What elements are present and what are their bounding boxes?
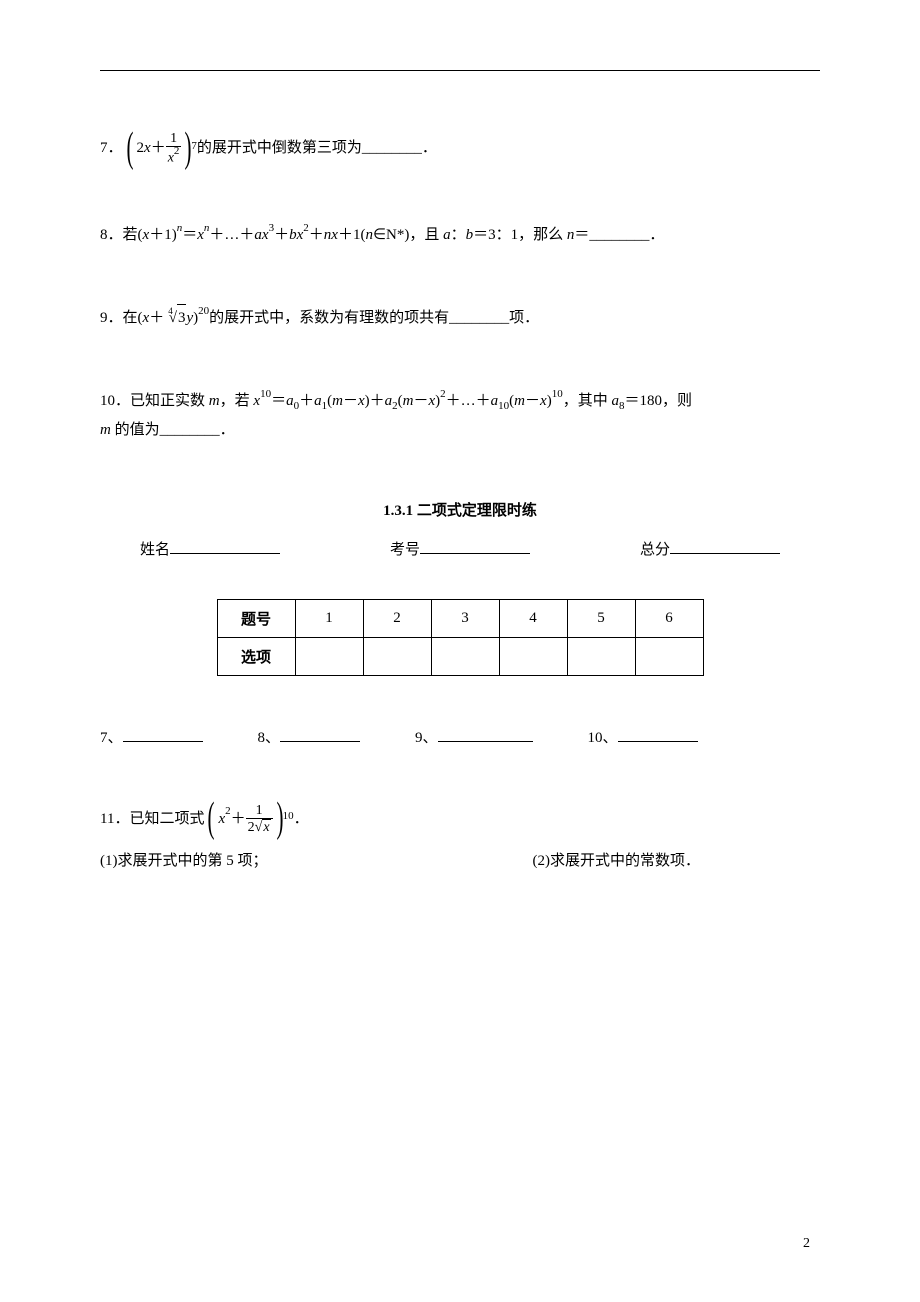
q11-part1: (1)求展开式中的第 5 项； — [100, 848, 268, 875]
q11-head: 11． 已知二项式 ( x2＋12√x ) 10 ． — [100, 802, 820, 836]
q11-exponent: 10 — [283, 807, 294, 827]
col-cell: 5 — [567, 600, 635, 638]
col-cell: 3 — [431, 600, 499, 638]
header-cell: 题号 — [217, 600, 295, 638]
table-row: 选项 — [217, 638, 703, 676]
info-row: 姓名 考号 总分 — [100, 538, 820, 559]
sqrt-icon: √ — [255, 820, 263, 835]
table-row: 题号 1 2 3 4 5 6 — [217, 600, 703, 638]
answer-cell[interactable] — [499, 638, 567, 676]
q11-expr: x2＋12√x — [218, 803, 272, 836]
id-field: 考号 — [390, 538, 530, 559]
name-field: 姓名 — [140, 538, 280, 559]
question-10: 10．已知正实数 m，若 x10＝a0＋a1(m－x)＋a2(m－x)2＋…＋a… — [100, 387, 820, 444]
left-paren-icon: ( — [126, 132, 133, 166]
q11-parts: (1)求展开式中的第 5 项； (2)求展开式中的常数项． — [100, 848, 820, 875]
page-number: 2 — [803, 1236, 810, 1252]
fill-blank[interactable] — [280, 727, 360, 742]
fill-blank[interactable] — [618, 727, 698, 742]
fill-blank[interactable] — [438, 727, 533, 742]
fraction: 12√x — [246, 803, 273, 836]
answer-cell[interactable] — [567, 638, 635, 676]
fill-7: 7、 — [100, 726, 203, 747]
q11-number: 11． — [100, 806, 129, 833]
question-8: 8．若(x＋1)n＝xn＋…＋ax3＋bx2＋nx＋1(n∈N*)，且 a：b＝… — [100, 221, 820, 249]
answer-cell[interactable] — [363, 638, 431, 676]
q10-number: 10． — [100, 393, 130, 409]
fill-9: 9、 — [415, 726, 533, 747]
q9-number: 9． — [100, 310, 123, 326]
id-blank[interactable] — [420, 539, 530, 554]
fill-10: 10、 — [588, 726, 698, 747]
fill-blank[interactable] — [123, 727, 203, 742]
score-blank[interactable] — [670, 539, 780, 554]
question-11: 11． 已知二项式 ( x2＋12√x ) 10 ． (1)求展开式中的第 5 … — [100, 802, 820, 875]
score-field: 总分 — [640, 538, 780, 559]
q7-exponent: 7 — [191, 137, 197, 157]
question-9: 9．在(x＋4√3y)20的展开式中，系数为有理数的项共有________项． — [100, 304, 820, 332]
root-index: 4 — [168, 306, 173, 316]
answer-cell[interactable] — [295, 638, 363, 676]
col-cell: 2 — [363, 600, 431, 638]
q7-number: 7． — [100, 135, 123, 162]
fill-8: 8、 — [258, 726, 361, 747]
answer-table: 题号 1 2 3 4 5 6 选项 — [217, 599, 704, 676]
left-paren-icon: ( — [208, 802, 215, 836]
question-7: 7． ( 2x＋1x2 ) 7 的展开式中倒数第三项为________． — [100, 131, 820, 166]
col-cell: 4 — [499, 600, 567, 638]
answer-cell[interactable] — [431, 638, 499, 676]
col-cell: 1 — [295, 600, 363, 638]
fraction: 1x2 — [166, 131, 182, 166]
q7-expr: 2x＋1x2 — [137, 131, 182, 166]
fill-blanks-row: 7、 8、 9、 10、 — [100, 726, 820, 747]
header-line — [100, 70, 820, 71]
q8-number: 8． — [100, 227, 123, 243]
name-blank[interactable] — [170, 539, 280, 554]
section-title: 1.3.1 二项式定理限时练 — [100, 499, 820, 520]
col-cell: 6 — [635, 600, 703, 638]
q11-part2: (2)求展开式中的常数项． — [533, 848, 701, 875]
answer-cell[interactable] — [635, 638, 703, 676]
row-label-cell: 选项 — [217, 638, 295, 676]
q7-text: 的展开式中倒数第三项为________． — [197, 135, 437, 162]
